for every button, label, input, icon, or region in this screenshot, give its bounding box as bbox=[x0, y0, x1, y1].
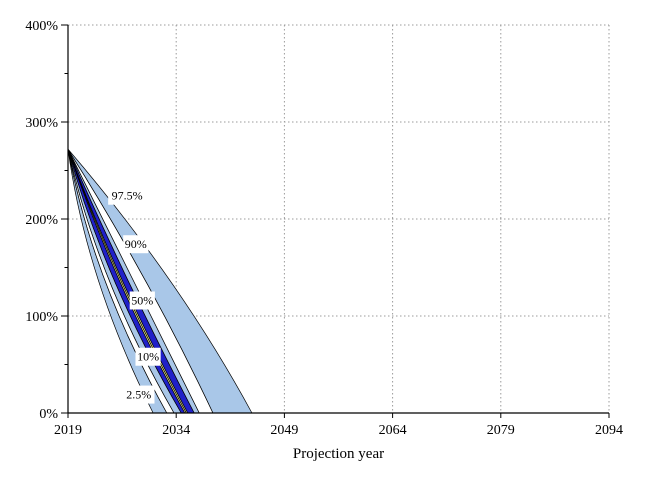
y-tick-label: 400% bbox=[25, 19, 58, 34]
median-line bbox=[67, 149, 187, 414]
x-tick-label: 2034 bbox=[162, 423, 190, 438]
y-tick-label: 100% bbox=[25, 310, 58, 325]
percentile-label-box bbox=[123, 235, 149, 254]
percentile-label-box bbox=[108, 186, 147, 205]
x-tick-label: 2079 bbox=[487, 423, 515, 438]
x-tick-label: 2049 bbox=[270, 423, 298, 438]
y-tick-label: 300% bbox=[25, 116, 58, 131]
y-tick-label: 0% bbox=[39, 407, 58, 422]
percentile-label-box bbox=[135, 347, 161, 366]
y-tick-label: 200% bbox=[25, 213, 58, 228]
x-tick-label: 2019 bbox=[54, 423, 82, 438]
percentile-label: 90% bbox=[125, 237, 147, 251]
percentile-label-box bbox=[129, 291, 155, 310]
percentile-label: 2.5% bbox=[126, 388, 151, 402]
percentile-label: 97.5% bbox=[112, 189, 143, 203]
percentile-label-box bbox=[122, 385, 155, 404]
x-tick-label: 2094 bbox=[595, 423, 623, 438]
percentile-label: 10% bbox=[137, 350, 159, 364]
percentile-label: 50% bbox=[131, 293, 153, 307]
x-tick-label: 2064 bbox=[379, 423, 407, 438]
x-axis-title: Projection year bbox=[292, 446, 385, 462]
